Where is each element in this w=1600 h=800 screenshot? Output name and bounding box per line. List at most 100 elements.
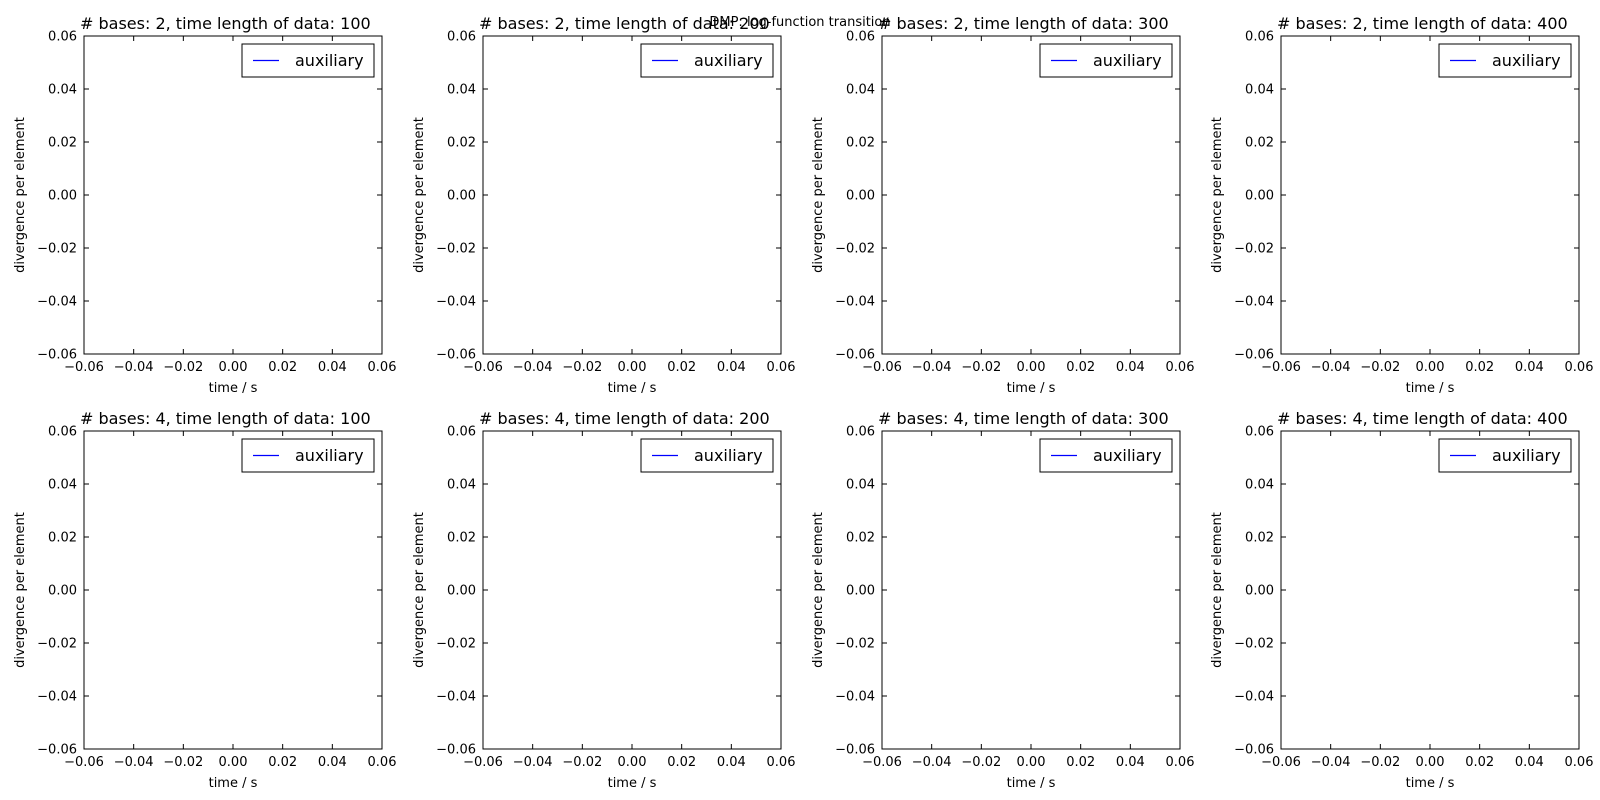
y-tick-label: −0.02 <box>436 242 476 257</box>
y-tick-label: −0.02 <box>436 637 476 652</box>
x-tick-label: 0.06 <box>1565 755 1594 770</box>
x-axis-label: time / s <box>608 776 657 791</box>
y-tick-label: 0.04 <box>1245 478 1274 493</box>
x-axis-label: time / s <box>209 381 258 396</box>
y-tick-label: 0.02 <box>48 136 77 151</box>
x-tick-label: −0.02 <box>163 755 203 770</box>
x-tick-label: 0.00 <box>1017 755 1046 770</box>
x-tick-label: 0.00 <box>1416 755 1445 770</box>
y-tick-label: 0.00 <box>48 584 77 599</box>
y-tick-label: 0.06 <box>48 30 77 45</box>
x-tick-label: 0.02 <box>268 360 297 375</box>
y-tick-label: 0.06 <box>48 425 77 440</box>
x-tick-label: −0.06 <box>463 360 503 375</box>
y-tick-label: 0.02 <box>48 531 77 546</box>
x-tick-label: −0.02 <box>562 755 602 770</box>
y-axis-label: divergence per element <box>811 117 826 273</box>
y-tick-label: −0.02 <box>1234 242 1274 257</box>
x-tick-label: 0.04 <box>717 360 746 375</box>
subplot-title: # bases: 2, time length of data: 200 <box>479 14 770 33</box>
legend-entry-label: auxiliary <box>1093 446 1162 465</box>
legend-entry-label: auxiliary <box>295 446 364 465</box>
x-tick-label: 0.00 <box>219 360 248 375</box>
subplot-title: # bases: 4, time length of data: 300 <box>878 409 1169 428</box>
subplot-title: # bases: 2, time length of data: 100 <box>80 14 371 33</box>
y-tick-label: −0.06 <box>436 743 476 758</box>
y-tick-label: 0.02 <box>1245 136 1274 151</box>
x-tick-label: 0.04 <box>717 755 746 770</box>
subplot-title: # bases: 4, time length of data: 400 <box>1277 409 1568 428</box>
x-tick-label: 0.02 <box>667 755 696 770</box>
y-tick-label: 0.06 <box>1245 425 1274 440</box>
y-tick-label: −0.06 <box>1234 348 1274 363</box>
y-tick-label: −0.06 <box>37 743 77 758</box>
y-tick-label: 0.04 <box>846 83 875 98</box>
x-axis-label: time / s <box>1007 776 1056 791</box>
x-tick-label: 0.00 <box>1416 360 1445 375</box>
y-tick-label: 0.06 <box>846 30 875 45</box>
legend-entry-label: auxiliary <box>1492 51 1561 70</box>
y-tick-label: 0.02 <box>447 531 476 546</box>
x-tick-label: −0.04 <box>912 360 952 375</box>
subplot-title: # bases: 4, time length of data: 200 <box>479 409 770 428</box>
y-tick-label: 0.00 <box>1245 189 1274 204</box>
legend-entry-label: auxiliary <box>694 446 763 465</box>
y-tick-label: 0.04 <box>48 478 77 493</box>
y-tick-label: −0.06 <box>835 348 875 363</box>
y-tick-label: 0.02 <box>1245 531 1274 546</box>
x-axis-label: time / s <box>1406 776 1455 791</box>
y-tick-label: 0.06 <box>846 425 875 440</box>
x-tick-label: 0.04 <box>318 360 347 375</box>
subplot: −0.06 −0.04 −0.02 0.00 0.02 0.04 0.06 −0.06 −0.0… <box>1210 409 1593 791</box>
subplot-title: # bases: 2, time length of data: 300 <box>878 14 1169 33</box>
y-tick-label: −0.04 <box>835 295 875 310</box>
y-tick-label: −0.02 <box>835 637 875 652</box>
y-tick-label: 0.04 <box>48 83 77 98</box>
y-tick-label: −0.04 <box>37 295 77 310</box>
x-tick-label: 0.06 <box>368 755 397 770</box>
x-axis-label: time / s <box>209 776 258 791</box>
subplot-title: # bases: 2, time length of data: 400 <box>1277 14 1568 33</box>
x-tick-label: −0.04 <box>114 360 154 375</box>
x-tick-label: −0.04 <box>1311 755 1351 770</box>
y-tick-label: −0.04 <box>835 690 875 705</box>
legend: auxiliary <box>1438 438 1572 473</box>
y-tick-label: −0.04 <box>436 295 476 310</box>
y-tick-label: −0.06 <box>37 348 77 363</box>
y-tick-label: −0.02 <box>835 242 875 257</box>
x-tick-label: 0.06 <box>368 360 397 375</box>
y-tick-label: 0.04 <box>1245 83 1274 98</box>
y-tick-label: 0.06 <box>447 425 476 440</box>
x-tick-label: 0.04 <box>1515 755 1544 770</box>
x-tick-label: 0.00 <box>219 755 248 770</box>
legend: auxiliary <box>640 43 774 78</box>
legend: auxiliary <box>1039 438 1173 473</box>
y-tick-label: −0.06 <box>835 743 875 758</box>
y-tick-label: 0.06 <box>1245 30 1274 45</box>
subplot: −0.06 −0.04 −0.02 0.00 0.02 0.04 0.06 −0.06 −0.0… <box>412 14 795 396</box>
y-tick-label: 0.02 <box>846 136 875 151</box>
y-tick-label: −0.06 <box>1234 743 1274 758</box>
x-tick-label: −0.06 <box>862 755 902 770</box>
y-tick-label: 0.04 <box>846 478 875 493</box>
x-tick-label: 0.00 <box>618 360 647 375</box>
y-tick-label: 0.02 <box>447 136 476 151</box>
legend: auxiliary <box>241 438 375 473</box>
y-tick-label: −0.02 <box>37 637 77 652</box>
y-tick-label: 0.00 <box>447 584 476 599</box>
subplot: −0.06 −0.04 −0.02 0.00 0.02 0.04 0.06 −0.06 −0.0… <box>13 14 396 396</box>
y-axis-label: divergence per element <box>412 512 427 668</box>
x-tick-label: 0.06 <box>1166 755 1195 770</box>
x-tick-label: 0.02 <box>1465 755 1494 770</box>
figure-suptitle: DMP: log-function transition <box>709 15 890 30</box>
legend-entry-label: auxiliary <box>1093 51 1162 70</box>
y-axis-label: divergence per element <box>1210 117 1225 273</box>
x-tick-label: −0.06 <box>1261 755 1301 770</box>
subplot-title: # bases: 4, time length of data: 100 <box>80 409 371 428</box>
x-tick-label: 0.04 <box>1515 360 1544 375</box>
y-tick-label: −0.04 <box>1234 690 1274 705</box>
x-tick-label: 0.06 <box>1166 360 1195 375</box>
y-tick-label: 0.00 <box>447 189 476 204</box>
y-tick-label: 0.00 <box>48 189 77 204</box>
